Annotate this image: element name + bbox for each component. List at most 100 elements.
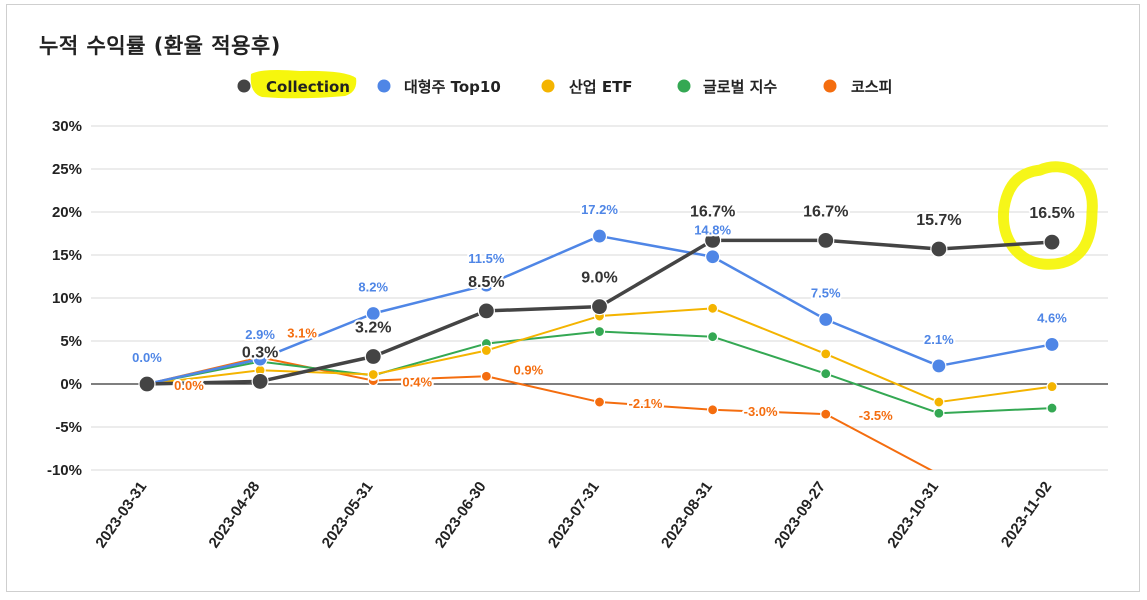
legend-highlight-marker (250, 70, 357, 99)
data-point (707, 404, 719, 416)
data-label-halo: 8.2% (358, 279, 388, 294)
data-label-halo: 14.8% (694, 223, 731, 238)
data-point (704, 231, 722, 249)
y-tick-label: -10% (47, 462, 82, 479)
data-label-halo: 17.2% (581, 202, 618, 217)
data-point (478, 277, 494, 293)
data-label-halo: -3.0% (744, 404, 778, 419)
data-point (1044, 336, 1060, 353)
data-label-halo: 0.9% (514, 362, 544, 377)
data-point (251, 372, 269, 391)
data-label: 3.2% (355, 319, 391, 336)
data-label-halo: -2.1% (629, 396, 663, 411)
x-tick-label: 2023-07-31 (545, 479, 603, 552)
legend-label: Collection (266, 78, 350, 96)
x-tick-label: 2023-05-31 (319, 479, 377, 552)
legend-label: 글로벌 지수 (703, 78, 777, 96)
data-point (931, 358, 947, 374)
data-label: 0.0% (132, 350, 162, 365)
data-point (820, 348, 832, 360)
data-label: 14.8% (694, 223, 731, 238)
x-tick-label: 2023-09-27 (771, 479, 829, 552)
data-point (480, 370, 492, 382)
data-point (1046, 380, 1058, 393)
y-tick-label: 10% (52, 290, 82, 307)
data-label-halo: 16.7% (690, 203, 735, 220)
legend-label: 산업 ETF (569, 78, 633, 96)
legend-swatch (541, 79, 555, 93)
x-tick-label: 2023-10-31 (884, 479, 942, 552)
data-label: -3.0% (744, 404, 778, 419)
data-point (1043, 233, 1061, 251)
data-label-halo: 3.2% (355, 319, 391, 336)
data-label-halo: 0.0% (132, 350, 162, 365)
legend-label: 대형주 Top10 (404, 78, 501, 96)
data-label-halo: 7.5% (811, 286, 841, 301)
data-label: 0.3% (242, 344, 278, 361)
data-label: 8.2% (358, 279, 388, 294)
highlight-circle (997, 161, 1098, 270)
data-point (138, 375, 156, 393)
y-tick-label: 0% (60, 376, 82, 393)
data-label-halo: 16.5% (1029, 205, 1074, 222)
y-tick-label: 15% (52, 247, 82, 264)
data-point (820, 368, 832, 380)
data-point (480, 344, 492, 357)
data-point (477, 302, 495, 320)
data-point (705, 249, 721, 265)
data-point (593, 325, 606, 338)
x-tick-label: 2023-11-02 (998, 479, 1055, 551)
y-tick-label: -5% (55, 419, 82, 436)
series-line (146, 307, 1053, 404)
data-label-halo: 9.0% (581, 270, 617, 287)
legend-item-산업-etf: 산업 ETF (541, 78, 633, 96)
chart-title: 누적 수익률 (환율 적용후) (39, 34, 281, 58)
data-label: 3.1% (287, 325, 317, 340)
data-point (593, 396, 606, 408)
legend-item-대형주-top10: 대형주 Top10 (377, 78, 501, 96)
data-label: 11.5% (468, 251, 505, 266)
data-label-halo: 3.1% (287, 325, 317, 340)
data-label: -2.1% (629, 396, 663, 411)
data-point (707, 331, 719, 343)
x-tick-label: 2023-04-28 (205, 479, 263, 552)
data-label-halo: 11.5% (468, 251, 505, 266)
data-point (817, 231, 835, 249)
x-tick-label: 2023-08-31 (658, 479, 716, 552)
data-point (933, 407, 945, 419)
x-tick-label: 2023-03-31 (92, 479, 150, 552)
legend-swatch (377, 79, 391, 93)
data-label: 15.7% (916, 212, 961, 229)
data-point (818, 311, 834, 328)
x-tick-label: 2023-06-30 (432, 479, 490, 552)
data-label: 4.6% (1037, 310, 1067, 325)
data-label: -3.5% (859, 408, 893, 423)
series-산업-etf (141, 302, 1058, 408)
legend-swatch (823, 79, 837, 93)
legend-swatch (677, 79, 691, 93)
legend-item-collection: Collection (237, 78, 350, 96)
data-label: 9.0% (581, 270, 617, 287)
y-tick-label: 30% (52, 118, 82, 135)
data-label: 7.5% (811, 286, 841, 301)
data-label: 0.4% (402, 375, 432, 390)
y-tick-label: 5% (60, 333, 82, 350)
data-point (933, 396, 945, 408)
data-label: 0.0% (174, 378, 204, 393)
data-label-halo: 8.5% (468, 274, 504, 291)
data-label-halo: -3.5% (859, 408, 893, 423)
data-label-halo: 2.9% (245, 327, 275, 342)
legend-swatch (237, 79, 251, 93)
data-label: 2.1% (924, 332, 954, 347)
data-label-halo: 0.3% (242, 344, 278, 361)
data-point (930, 240, 948, 258)
data-point (367, 368, 379, 381)
data-label-halo: 16.7% (803, 203, 848, 220)
data-point (590, 298, 609, 316)
data-label: 8.5% (468, 274, 504, 291)
legend-item-코스피: 코스피 (823, 78, 892, 96)
series-collection (138, 231, 1061, 393)
data-label: 17.2% (581, 202, 618, 217)
data-label: 16.7% (803, 203, 848, 220)
